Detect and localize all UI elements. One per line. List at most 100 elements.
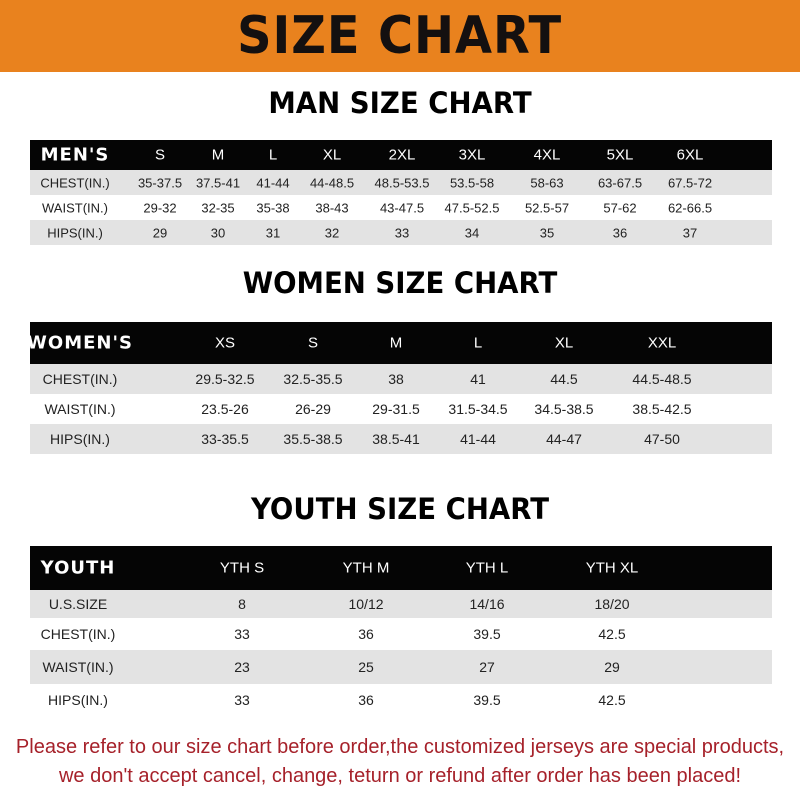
size-header-cell: L bbox=[268, 146, 278, 164]
table-cell: 58-63 bbox=[530, 175, 564, 190]
table-cell: 30 bbox=[210, 225, 226, 240]
table-cell: 36 bbox=[358, 692, 374, 708]
table-cell: 52.5-57 bbox=[524, 200, 570, 215]
table-title-cell: MEN'S bbox=[40, 144, 110, 166]
measurement-label: HIPS(IN.) bbox=[50, 431, 110, 447]
table-cell: 38 bbox=[388, 371, 404, 387]
size-header-cell: 3XL bbox=[458, 146, 486, 164]
table-row: WAIST(IN.) 23.5-26 26-29 29-31.5 31.5-34.5 34… bbox=[30, 394, 772, 424]
table-row: U.S.SIZE 8 10/12 14/16 18/20 bbox=[30, 590, 772, 618]
table-row: CHEST(IN.) 33 36 39.5 42.5 bbox=[30, 618, 772, 650]
measurement-label: CHEST(IN.) bbox=[42, 371, 118, 387]
table-cell: 37.5-41 bbox=[195, 175, 241, 190]
table-cell: 38-43 bbox=[315, 200, 349, 215]
table-row: CHEST(IN.) 35-37.5 37.5-41 41-44 44-48.5 48.5… bbox=[30, 170, 772, 195]
table-cell: 35 bbox=[539, 225, 555, 240]
table-cell: 67.5-72 bbox=[667, 175, 713, 190]
table-row: HIPS(IN.) 33-35.5 35.5-38.5 38.5-41 41-44 44-… bbox=[30, 424, 772, 454]
table-cell: 8 bbox=[238, 596, 246, 612]
table-row: WAIST(IN.) 23 25 27 29 bbox=[30, 650, 772, 684]
table-cell: 29 bbox=[604, 659, 620, 675]
table-cell: 47.5-52.5 bbox=[444, 200, 500, 215]
size-header-cell: YTH M bbox=[342, 559, 390, 577]
size-header-cell: XXL bbox=[647, 334, 677, 352]
table-cell: 33 bbox=[394, 225, 410, 240]
table-cell: 41-44 bbox=[256, 175, 290, 190]
table-cell: 35.5-38.5 bbox=[283, 431, 343, 447]
table-cell: 48.5-53.5 bbox=[374, 175, 430, 190]
men-size-table: MEN'S S M L XL 2XL 3XL 4XL 5XL 6XL CHEST(IN.) 35-37… bbox=[30, 140, 772, 245]
measurement-label: WAIST(IN.) bbox=[42, 200, 108, 215]
policy-note-line-2: we don't accept cancel, change, teturn o… bbox=[58, 765, 742, 787]
size-header-cell: YTH S bbox=[219, 559, 265, 577]
table-cell: 41-44 bbox=[460, 431, 496, 447]
table-cell: 36 bbox=[358, 626, 374, 642]
table-cell: 33 bbox=[234, 692, 250, 708]
table-cell: 29.5-32.5 bbox=[195, 371, 255, 387]
youth-size-table: YOUTH YTH S YTH M YTH L YTH XL U.S.SIZE 8 10/12… bbox=[30, 546, 772, 716]
measurement-label: CHEST(IN.) bbox=[40, 626, 116, 642]
table-cell: 31 bbox=[265, 225, 281, 240]
size-header-cell: S bbox=[154, 146, 166, 164]
table-cell: 33-35.5 bbox=[201, 431, 249, 447]
measurement-label: U.S.SIZE bbox=[48, 596, 108, 612]
size-header-cell: XL bbox=[322, 146, 342, 164]
size-header-cell: XL bbox=[554, 334, 574, 352]
table-cell: 10/12 bbox=[348, 596, 384, 612]
size-header-cell: 4XL bbox=[533, 146, 561, 164]
table-cell: 37 bbox=[682, 225, 698, 240]
table-cell: 34.5-38.5 bbox=[534, 401, 594, 417]
table-cell: 63-67.5 bbox=[597, 175, 643, 190]
youth-section-title: YOUTH SIZE CHART bbox=[250, 492, 550, 526]
table-cell: 29-32 bbox=[143, 200, 177, 215]
measurement-label: WAIST(IN.) bbox=[42, 659, 114, 675]
table-cell: 36 bbox=[612, 225, 628, 240]
size-header-cell: YTH XL bbox=[585, 559, 639, 577]
size-header-cell: 5XL bbox=[606, 146, 634, 164]
measurement-label: WAIST(IN.) bbox=[44, 401, 116, 417]
measurement-label: HIPS(IN.) bbox=[47, 225, 103, 240]
table-cell: 31.5-34.5 bbox=[448, 401, 508, 417]
table-cell: 62-66.5 bbox=[667, 200, 713, 215]
table-cell: 44-48.5 bbox=[309, 175, 355, 190]
table-cell: 35-37.5 bbox=[137, 175, 183, 190]
table-cell: 35-38 bbox=[256, 200, 290, 215]
table-cell: 23.5-26 bbox=[201, 401, 249, 417]
men-section-title: MAN SIZE CHART bbox=[268, 86, 532, 120]
table-header-row: YOUTH YTH S YTH M YTH L YTH XL bbox=[30, 546, 772, 590]
size-header-cell: YTH L bbox=[465, 559, 509, 577]
table-title-cell: YOUTH bbox=[40, 557, 116, 579]
table-cell: 34 bbox=[464, 225, 480, 240]
size-header-cell: L bbox=[473, 334, 483, 352]
table-cell: 14/16 bbox=[469, 596, 505, 612]
table-cell: 38.5-42.5 bbox=[632, 401, 692, 417]
table-title-cell: WOMEN'S bbox=[27, 332, 133, 354]
size-header-cell: S bbox=[307, 334, 319, 352]
table-cell: 42.5 bbox=[598, 626, 626, 642]
table-row: CHEST(IN.) 29.5-32.5 32.5-35.5 38 41 44.5 44.5… bbox=[30, 364, 772, 394]
table-header-row: MEN'S S M L XL 2XL 3XL 4XL 5XL 6XL bbox=[30, 140, 772, 170]
table-cell: 25 bbox=[358, 659, 374, 675]
table-cell: 57-62 bbox=[603, 200, 637, 215]
table-cell: 32-35 bbox=[201, 200, 235, 215]
table-cell: 27 bbox=[479, 659, 495, 675]
table-cell: 29 bbox=[152, 225, 168, 240]
policy-note-line-1: Please refer to our size chart before or… bbox=[15, 736, 785, 758]
table-cell: 33 bbox=[234, 626, 250, 642]
size-chart-banner: SIZE CHART bbox=[0, 0, 800, 72]
table-cell: 42.5 bbox=[598, 692, 626, 708]
table-row: HIPS(IN.) 33 36 39.5 42.5 bbox=[30, 684, 772, 716]
size-header-cell: XS bbox=[214, 334, 236, 352]
measurement-label: CHEST(IN.) bbox=[40, 175, 110, 190]
table-cell: 23 bbox=[234, 659, 250, 675]
banner-title: SIZE CHART bbox=[237, 6, 563, 66]
table-row: HIPS(IN.) 29 30 31 32 33 34 35 36 37 bbox=[30, 220, 772, 245]
table-cell: 44.5-48.5 bbox=[632, 371, 692, 387]
table-cell: 41 bbox=[470, 371, 486, 387]
size-header-cell: 2XL bbox=[388, 146, 416, 164]
table-cell: 44.5 bbox=[550, 371, 578, 387]
women-size-table: WOMEN'S XS S M L XL XXL CHEST(IN.) 29.5-32.5 32.5… bbox=[27, 322, 772, 454]
table-cell: 47-50 bbox=[644, 431, 680, 447]
table-cell: 39.5 bbox=[473, 692, 501, 708]
table-cell: 29-31.5 bbox=[372, 401, 420, 417]
